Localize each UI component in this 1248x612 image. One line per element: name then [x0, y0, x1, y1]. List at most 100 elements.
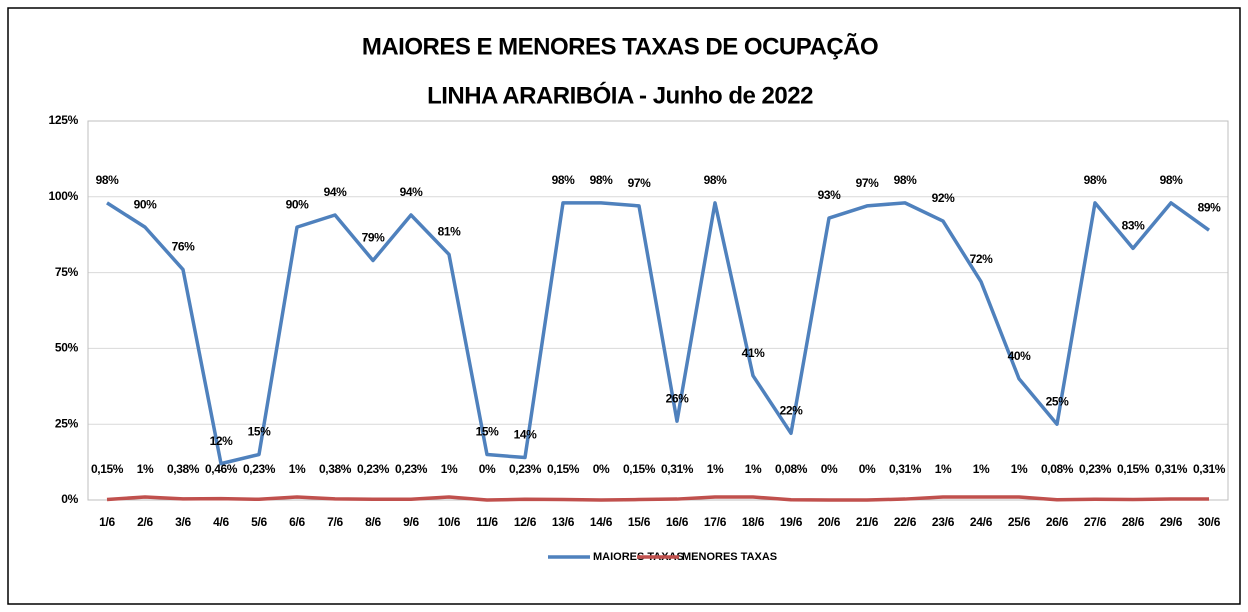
y-tick-label: 50%: [55, 341, 79, 355]
x-tick-label: 18/6: [742, 515, 765, 529]
data-label: 1%: [1011, 462, 1028, 476]
data-label: 72%: [970, 252, 994, 266]
y-tick-label: 25%: [55, 416, 79, 430]
x-tick-label: 5/6: [251, 515, 267, 529]
data-label: 98%: [96, 173, 120, 187]
x-tick-label: 16/6: [666, 515, 689, 529]
data-label: 97%: [856, 176, 880, 190]
data-label: 0,08%: [1041, 462, 1074, 476]
x-tick-label: 4/6: [213, 515, 229, 529]
data-label: 0,23%: [395, 462, 428, 476]
data-label: 98%: [1084, 173, 1108, 187]
data-label: 40%: [1008, 349, 1032, 363]
y-tick-label: 0%: [61, 492, 78, 506]
x-tick-label: 24/6: [970, 515, 993, 529]
x-tick-label: 28/6: [1122, 515, 1145, 529]
data-label: 94%: [400, 185, 424, 199]
data-label: 22%: [780, 403, 804, 417]
data-label: 15%: [248, 425, 272, 439]
data-label: 0,31%: [1155, 462, 1188, 476]
data-label: 97%: [628, 176, 652, 190]
data-label: 98%: [1160, 173, 1184, 187]
y-tick-label: 100%: [49, 189, 79, 203]
data-label: 0,15%: [91, 462, 124, 476]
data-label: 1%: [935, 462, 952, 476]
data-label: 0%: [479, 462, 496, 476]
series-line: [106, 495, 1209, 502]
data-label: 98%: [704, 173, 728, 187]
x-tick-label: 7/6: [327, 515, 343, 529]
x-tick-label: 3/6: [175, 515, 191, 529]
x-tick-label: 19/6: [780, 515, 803, 529]
x-tick-label: 26/6: [1046, 515, 1069, 529]
x-tick-label: 8/6: [365, 515, 381, 529]
data-label: 94%: [324, 185, 348, 199]
data-label: 0%: [859, 462, 876, 476]
data-label: 0,08%: [775, 462, 808, 476]
data-label: 1%: [973, 462, 990, 476]
x-tick-label: 9/6: [403, 515, 419, 529]
data-label: 0,15%: [1117, 462, 1150, 476]
data-label: 25%: [1046, 394, 1070, 408]
data-label: 81%: [438, 225, 462, 239]
x-tick-label: 12/6: [514, 515, 537, 529]
x-tick-label: 27/6: [1084, 515, 1107, 529]
data-label: 0,31%: [661, 462, 694, 476]
data-label: 41%: [742, 346, 766, 360]
data-label: 0,23%: [509, 462, 542, 476]
data-label: 98%: [894, 173, 918, 187]
legend-label: MENORES TAXAS: [682, 551, 777, 563]
data-label: 26%: [666, 391, 690, 405]
data-label: 15%: [476, 425, 500, 439]
series-line: [106, 201, 1211, 466]
data-label: 12%: [210, 434, 234, 448]
x-tick-label: 15/6: [628, 515, 651, 529]
data-label: 93%: [818, 188, 842, 202]
data-label: 90%: [286, 197, 310, 211]
data-label: 1%: [289, 462, 306, 476]
data-label: 92%: [932, 191, 956, 205]
data-label: 98%: [590, 173, 614, 187]
chart-border: [7, 7, 1241, 605]
x-tick-label: 14/6: [590, 515, 613, 529]
x-tick-label: 30/6: [1198, 515, 1221, 529]
x-tick-label: 20/6: [818, 515, 841, 529]
data-label: 89%: [1198, 200, 1222, 214]
data-label: 0,15%: [623, 462, 656, 476]
data-label: 1%: [137, 462, 154, 476]
x-tick-label: 6/6: [289, 515, 305, 529]
data-label: 98%: [552, 173, 576, 187]
chart-subtitle: LINHA ARARIBÓIA - Junho de 2022: [427, 81, 813, 109]
data-label: 0,31%: [889, 462, 922, 476]
x-tick-label: 22/6: [894, 515, 917, 529]
x-tick-label: 1/6: [99, 515, 115, 529]
x-tick-label: 11/6: [476, 515, 498, 529]
data-label: 1%: [707, 462, 724, 476]
x-tick-label: 13/6: [552, 515, 575, 529]
data-label: 14%: [514, 428, 538, 442]
data-label: 0%: [593, 462, 610, 476]
x-tick-label: 17/6: [704, 515, 727, 529]
data-label: 0,46%: [205, 462, 238, 476]
data-label: 79%: [362, 231, 386, 245]
data-label: 0,23%: [1079, 462, 1112, 476]
data-label: 83%: [1122, 219, 1146, 233]
y-tick-label: 125%: [49, 113, 79, 127]
data-label: 0,23%: [357, 462, 390, 476]
y-tick-label: 75%: [55, 265, 79, 279]
chart-title: MAIORES E MENORES TAXAS DE OCUPAÇÃO: [362, 32, 878, 60]
x-tick-label: 21/6: [856, 515, 879, 529]
data-label: 0,23%: [243, 462, 276, 476]
x-tick-label: 23/6: [932, 515, 955, 529]
data-label: 0,15%: [547, 462, 580, 476]
data-label: 76%: [172, 240, 196, 254]
data-label: 1%: [745, 462, 762, 476]
data-label: 0%: [821, 462, 838, 476]
data-label: 0,38%: [167, 462, 200, 476]
x-tick-label: 29/6: [1160, 515, 1183, 529]
data-label: 90%: [134, 197, 158, 211]
data-label: 1%: [441, 462, 458, 476]
data-label: 0,31%: [1193, 462, 1226, 476]
x-tick-label: 25/6: [1008, 515, 1031, 529]
